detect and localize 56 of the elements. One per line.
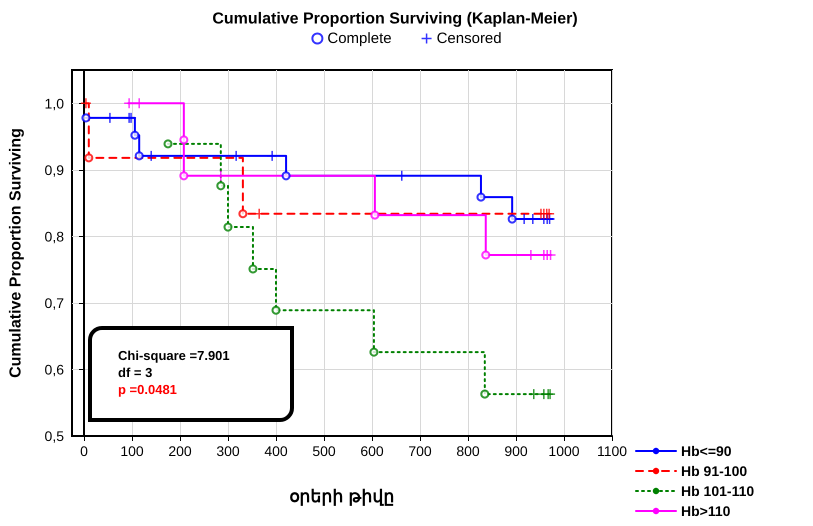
point (369, 348, 378, 357)
annotation: df = 3 (118, 365, 152, 380)
y-axis-title: Cumulative Proportion Surviving (8, 128, 24, 378)
y-tick-label: 1,0 (44, 95, 64, 112)
point (179, 135, 188, 144)
y-tick-label: 0,6 (44, 361, 64, 378)
point (224, 222, 232, 232)
point (216, 181, 226, 190)
point (80, 98, 91, 108)
annotation: Chi-square =7.901 (118, 348, 230, 363)
point (370, 210, 380, 220)
y-tick-label: 0,8 (44, 228, 64, 244)
y-tick-label: 0,5 (44, 428, 64, 444)
x-tick-label: 1000 (548, 443, 580, 459)
y-tick-label: 0,9 (44, 162, 64, 178)
point (146, 150, 156, 161)
legend-label: Complete (327, 30, 392, 47)
x-tick-label: 900 (504, 443, 528, 459)
note-box: Chi-square =7.901 df = 3 p =0.0481 (88, 326, 294, 422)
annotation: p =0.0481 (118, 382, 177, 397)
point (267, 150, 278, 161)
point (272, 306, 280, 315)
point (231, 150, 242, 161)
legend-label: Hb 91-100 (681, 463, 748, 479)
legend-label: Censored (436, 30, 502, 47)
x-tick-label: 800 (456, 443, 480, 459)
point (84, 153, 94, 162)
point (248, 264, 258, 274)
x-tick-label: 700 (408, 443, 432, 459)
x-tick-label: 0 (80, 443, 88, 459)
point (104, 112, 115, 123)
x-axis-title: օրերի թիվը (290, 487, 394, 506)
point (134, 151, 144, 160)
point (508, 214, 517, 224)
point (238, 209, 248, 218)
y-tick-label: 0,7 (44, 294, 64, 311)
point (481, 250, 490, 260)
chart-title: Cumulative Proportion Surviving (Kaplan-Meier) (212, 10, 578, 28)
point (130, 130, 140, 140)
legend-label: Hb>110 (681, 503, 731, 519)
point (476, 192, 486, 202)
point (282, 171, 291, 180)
legend-label: Hb 101-110 (681, 483, 754, 499)
point (528, 389, 539, 400)
x-tick-label: 600 (360, 443, 384, 459)
x-tick-label: 400 (264, 443, 288, 459)
x-tick-label: 1100 (596, 443, 628, 459)
point (480, 390, 490, 399)
point (179, 171, 188, 180)
x-tick-label: 500 (312, 443, 336, 459)
legend-label: Hb<=90 (681, 443, 732, 459)
x-tick-label: 200 (168, 443, 192, 459)
x-tick-label: 300 (216, 443, 240, 459)
point (164, 139, 172, 148)
point (81, 113, 90, 122)
x-tick-label: 100 (120, 443, 144, 459)
